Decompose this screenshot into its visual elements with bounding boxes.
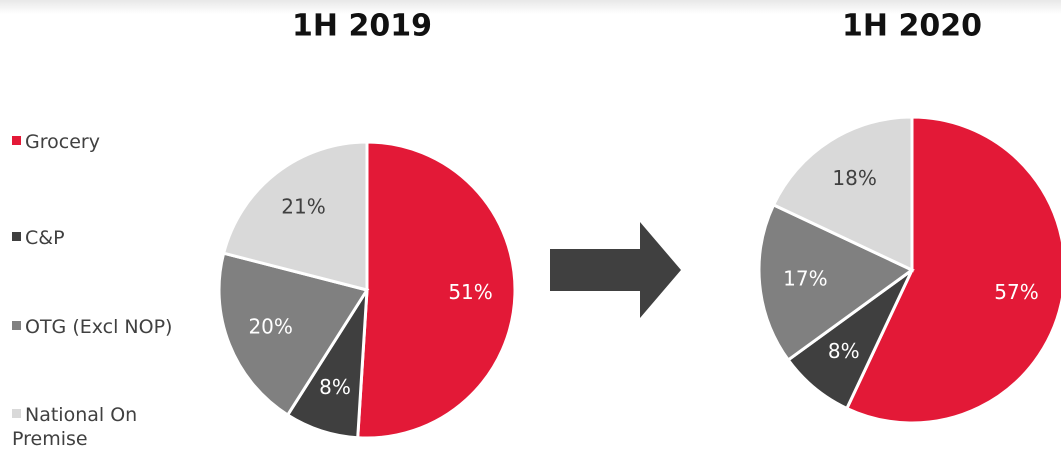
legend-item: C&P [12, 226, 212, 250]
legend-label: C&P [25, 227, 65, 249]
top-band [0, 0, 1061, 14]
data-label: 8% [828, 339, 860, 363]
pie-slice [771, 115, 914, 273]
legend-label: Grocery [25, 131, 100, 153]
pie-slice [757, 202, 915, 363]
data-label: 20% [248, 315, 292, 339]
legend-swatch [12, 232, 21, 241]
data-label: 51% [448, 280, 492, 304]
data-label: 21% [281, 195, 325, 219]
data-label: 57% [994, 280, 1038, 304]
pie-slice [217, 251, 370, 418]
legend-label: OTG (Excl NOP) [25, 316, 173, 338]
legend-item: OTG (Excl NOP) [12, 315, 212, 339]
data-label: 17% [783, 267, 827, 291]
legend-swatch [12, 409, 21, 418]
legend-swatch [12, 136, 21, 145]
chart-title: 1H 2020 [842, 9, 982, 44]
arrow [550, 222, 681, 318]
chart-title: 1H 2019 [292, 9, 432, 44]
legend-swatch [12, 321, 21, 330]
legend-label: National On Premise [12, 404, 138, 450]
data-label: 18% [832, 166, 876, 190]
legend-item: Grocery [12, 130, 212, 154]
legend-item: National On Premise [12, 403, 162, 451]
pie-slice [221, 140, 369, 292]
data-label: 8% [319, 375, 351, 399]
pie-slice [844, 115, 1061, 425]
pie-slice [356, 140, 517, 440]
